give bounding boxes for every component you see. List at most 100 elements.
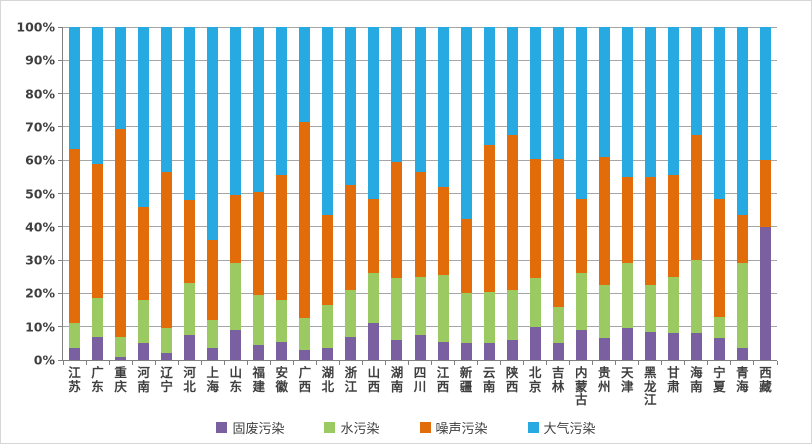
- bar-segment: [92, 336, 104, 360]
- bar-segment: [345, 185, 357, 291]
- x-axis-tick: [753, 361, 755, 365]
- x-axis-tick: [477, 361, 479, 365]
- bar-segment: [437, 341, 449, 360]
- bar-segment: [759, 160, 771, 227]
- bar-segment: [437, 186, 449, 276]
- legend-swatch-icon: [527, 422, 539, 433]
- bar: [483, 27, 495, 360]
- x-axis-tick: [292, 361, 294, 365]
- bar-segment: [161, 353, 173, 360]
- bar-segment: [230, 330, 242, 360]
- y-axis-tick: [58, 292, 62, 294]
- bar-segment: [667, 175, 679, 277]
- x-axis-category-label: 西藏: [759, 365, 772, 394]
- bar-segment: [391, 161, 403, 279]
- x-axis-tick: [523, 361, 525, 365]
- bar-segment: [529, 27, 541, 159]
- bar: [414, 27, 426, 360]
- bar-segment: [506, 135, 518, 291]
- x-axis-category-label: 安徽: [275, 365, 289, 394]
- x-axis-tick: [431, 361, 433, 365]
- bar-segment: [207, 348, 219, 360]
- bar-segment: [69, 348, 81, 360]
- bar-segment: [368, 323, 380, 360]
- x-axis-tick: [615, 361, 617, 365]
- x-axis-category-label: 四川: [413, 365, 427, 394]
- y-axis-tick-label: 90%: [25, 52, 55, 68]
- bar: [644, 27, 656, 360]
- bar-segment: [322, 215, 334, 306]
- bar: [299, 27, 311, 360]
- y-axis-tick: [58, 193, 62, 194]
- y-axis-tick: [58, 359, 62, 361]
- legend-item-label: 噪声污染: [435, 422, 488, 437]
- bar-segment: [644, 176, 656, 286]
- y-axis-line: [62, 27, 63, 360]
- bar: [161, 27, 173, 360]
- bar-segment: [253, 345, 265, 360]
- bar-segment: [483, 145, 495, 292]
- bar: [460, 27, 472, 360]
- bar-segment: [575, 273, 587, 331]
- bar-segment: [184, 283, 196, 336]
- bar-segment: [138, 27, 150, 207]
- bar: [391, 27, 403, 360]
- x-axis-category-label: 湖北: [321, 365, 335, 394]
- bar-segment: [299, 350, 311, 360]
- legend-swatch-icon: [419, 422, 431, 433]
- y-axis-tick-label: 60%: [25, 152, 55, 168]
- bar-segment: [736, 348, 748, 360]
- bar-segment: [414, 171, 426, 277]
- bar-segment: [115, 336, 127, 357]
- bar-segment: [207, 320, 219, 349]
- y-axis-tick: [58, 59, 62, 61]
- bar-segment: [460, 218, 472, 294]
- bar-segment: [644, 331, 656, 360]
- y-axis-tick: [58, 159, 62, 161]
- x-axis-category-label: 河北: [183, 365, 196, 394]
- bar: [736, 27, 748, 360]
- bar-segment: [161, 328, 173, 354]
- bar-segment: [345, 27, 357, 186]
- y-axis-tick: [58, 93, 62, 95]
- legend-item: 噪声污染: [419, 418, 488, 437]
- bar-segment: [276, 27, 288, 176]
- legend-item-label: 固废污染: [232, 422, 285, 437]
- bar: [368, 27, 380, 360]
- bar-segment: [552, 27, 564, 159]
- bar-segment: [92, 27, 104, 164]
- bar: [276, 27, 288, 360]
- bar-segment: [598, 156, 610, 286]
- x-axis-category-label: 新疆: [459, 365, 473, 394]
- bar-segment: [92, 298, 104, 337]
- bar-segment: [506, 340, 518, 360]
- bar-segment: [322, 348, 334, 360]
- bar-segment: [483, 343, 495, 360]
- bar-segment: [552, 306, 564, 344]
- bar-segment: [414, 276, 426, 336]
- x-axis-tick: [108, 361, 110, 365]
- bar: [621, 27, 633, 360]
- bar-segment: [713, 316, 725, 339]
- x-axis-category-label: 河南: [137, 365, 150, 394]
- bar-segment: [644, 27, 656, 177]
- bar-segment: [115, 27, 127, 129]
- gridline: [63, 26, 777, 28]
- bar-segment: [575, 27, 587, 199]
- y-axis-tick: [58, 126, 62, 128]
- bar: [138, 27, 150, 360]
- bar-segment: [460, 293, 472, 344]
- bar-segment: [230, 263, 242, 331]
- bar-segment: [667, 27, 679, 176]
- bar-segment: [460, 343, 472, 360]
- bar: [115, 27, 127, 360]
- bar-segment: [483, 27, 495, 146]
- bar: [552, 27, 564, 360]
- bar: [713, 27, 725, 360]
- bar-segment: [759, 27, 771, 161]
- x-axis-tick: [546, 361, 548, 365]
- bar: [184, 27, 196, 360]
- bar-segment: [506, 27, 518, 136]
- bar-segment: [253, 27, 265, 192]
- legend-item: 大气污染: [527, 418, 596, 437]
